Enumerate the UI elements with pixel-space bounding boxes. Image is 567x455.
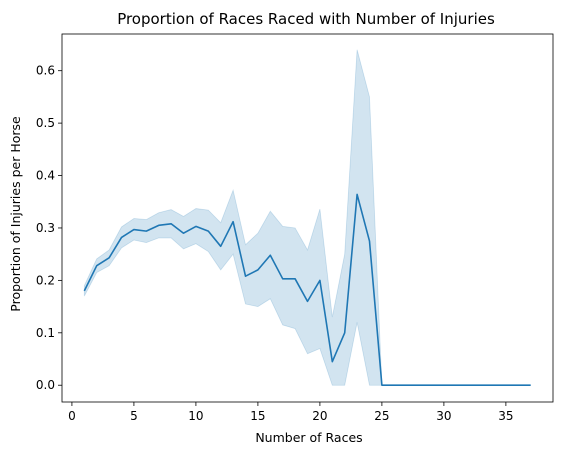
x-tick-label: 25: [374, 409, 389, 423]
axes-frame: [61, 33, 554, 403]
x-tick-label: 10: [188, 409, 203, 423]
y-tick-label: 0.6: [36, 64, 55, 78]
x-tick-label: 0: [68, 409, 76, 423]
y-axis-label: Proportion of Injuries per Horse: [8, 116, 23, 312]
x-tick-label: 30: [436, 409, 451, 423]
x-axis-label: Number of Races: [255, 430, 362, 445]
y-tick-label: 0.3: [36, 221, 55, 235]
y-tick-label: 0.5: [36, 116, 55, 130]
x-tick-label: 20: [312, 409, 327, 423]
chart-title: Proportion of Races Raced with Number of…: [117, 10, 495, 28]
x-tick-label: 15: [250, 409, 265, 423]
y-tick-label: 0.0: [36, 378, 55, 392]
y-axis-ticks: 0.0 0.1 0.2 0.3 0.4 0.5 0.6: [36, 64, 62, 392]
mean-line: [83, 193, 531, 387]
x-axis-ticks: 0 5 10 15 20 25 30 35: [68, 402, 514, 423]
x-tick-label: 35: [498, 409, 513, 423]
y-tick-label: 0.2: [36, 273, 55, 287]
x-tick-label: 5: [130, 409, 138, 423]
plot-area: [83, 49, 531, 387]
confidence-band: [83, 49, 531, 386]
y-tick-label: 0.4: [36, 169, 55, 183]
y-tick-label: 0.1: [36, 326, 55, 340]
